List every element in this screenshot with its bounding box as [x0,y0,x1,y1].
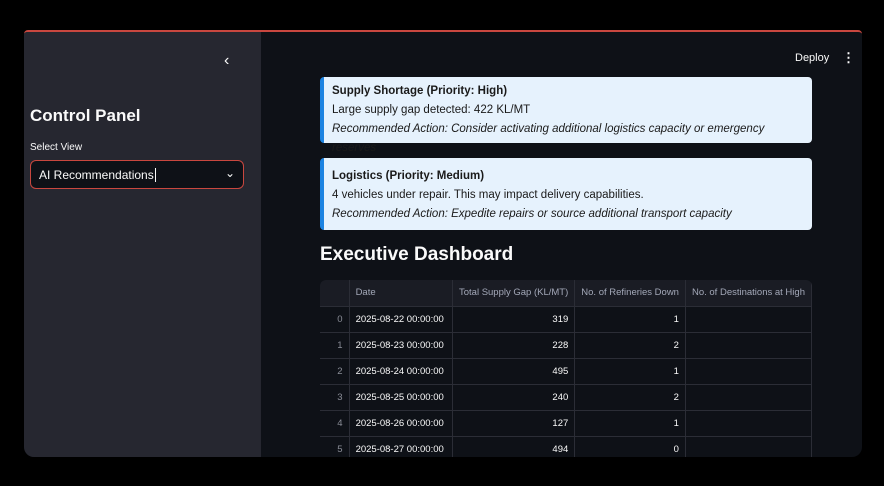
table-cell[interactable]: 2025-08-23 00:00:00 [349,331,453,358]
table-cell[interactable]: 5 [320,435,350,457]
table-cell[interactable]: 494 [452,435,576,457]
alert-title: Logistics (Priority: Medium) [332,170,485,182]
sidebar-title: Control Panel [30,106,141,125]
table-cell[interactable] [685,383,812,410]
table-cell[interactable]: 2 [320,357,350,384]
alert-title: Supply Shortage (Priority: High) [332,85,508,97]
more-menu-icon[interactable]: ⋮ [842,50,855,65]
table-cell[interactable]: 1 [574,305,686,332]
table-cell[interactable]: 1 [574,409,686,436]
dashboard-table[interactable]: Date Total Supply Gap (KL/MT) No. of Refin… [320,280,812,457]
table-cell[interactable]: 2025-08-26 00:00:00 [349,409,453,436]
table-cell[interactable] [685,331,812,358]
table-cell[interactable]: 1 [574,357,686,384]
table-cell[interactable] [685,357,812,384]
table-cell[interactable]: 228 [452,331,576,358]
column-header[interactable]: No. of Refineries Down [574,280,686,306]
table-row: 4 2025-08-26 00:00:00 127 1 [320,409,812,436]
table-cell[interactable]: 2025-08-25 00:00:00 [349,383,453,410]
table-cell[interactable] [685,409,812,436]
sidebar: ‹ Control Panel Select View AI Recommend… [24,32,261,457]
table-cell[interactable]: 127 [452,409,576,436]
alert-action: Recommended Action: Expedite repairs or … [332,208,732,220]
table-cell[interactable]: 495 [452,357,576,384]
table-cell[interactable]: 4 [320,409,350,436]
table-row: 3 2025-08-25 00:00:00 240 2 [320,383,812,410]
table-cell[interactable] [685,435,812,457]
table-row: 1 2025-08-23 00:00:00 228 2 [320,331,812,358]
table-cell[interactable]: 3 [320,383,350,410]
collapse-sidebar-icon[interactable]: ‹ [224,52,230,69]
table-cell[interactable]: 2 [574,383,686,410]
alert-action: Recommended Action: Consider activating … [332,123,765,154]
table-cell[interactable] [685,305,812,332]
alert-message: 4 vehicles under repair. This may impact… [332,189,644,201]
table-cell[interactable]: 2 [574,331,686,358]
table-row: 2 2025-08-24 00:00:00 495 1 [320,357,812,384]
alert-logistics: Logistics (Priority: Medium) 4 vehicles … [320,158,812,230]
table-cell[interactable]: 0 [320,305,350,332]
table-cell[interactable]: 2025-08-22 00:00:00 [349,305,453,332]
page-title: Executive Dashboard [320,244,514,265]
text-cursor [154,168,156,182]
table-cell[interactable]: 240 [452,383,576,410]
column-header[interactable]: Total Supply Gap (KL/MT) [452,280,576,306]
table-row: 0 2025-08-22 00:00:00 319 1 [320,305,812,332]
alert-supply-shortage: Supply Shortage (Priority: High) Large s… [320,77,812,154]
chevron-down-icon: ⌄ [224,166,235,180]
table-row: 5 2025-08-27 00:00:00 494 0 [320,435,812,457]
deploy-button[interactable]: Deploy [795,52,830,64]
app-window: ‹ Control Panel Select View AI Recommend… [24,30,862,457]
column-header[interactable]: No. of Destinations at High [685,280,812,306]
select-value: AI Recommendations [39,168,154,182]
column-header[interactable]: Date [349,280,453,306]
table-cell[interactable]: 319 [452,305,576,332]
table-cell[interactable]: 0 [574,435,686,457]
select-view-dropdown[interactable]: AI Recommendations ⌄ [30,160,244,189]
column-header[interactable] [320,280,350,306]
table-cell[interactable]: 1 [320,331,350,358]
select-view-label: Select View [30,142,83,153]
alert-message: Large supply gap detected: 422 KL/MT [332,104,531,116]
table-cell[interactable]: 2025-08-24 00:00:00 [349,357,453,384]
table-cell[interactable]: 2025-08-27 00:00:00 [349,435,453,457]
